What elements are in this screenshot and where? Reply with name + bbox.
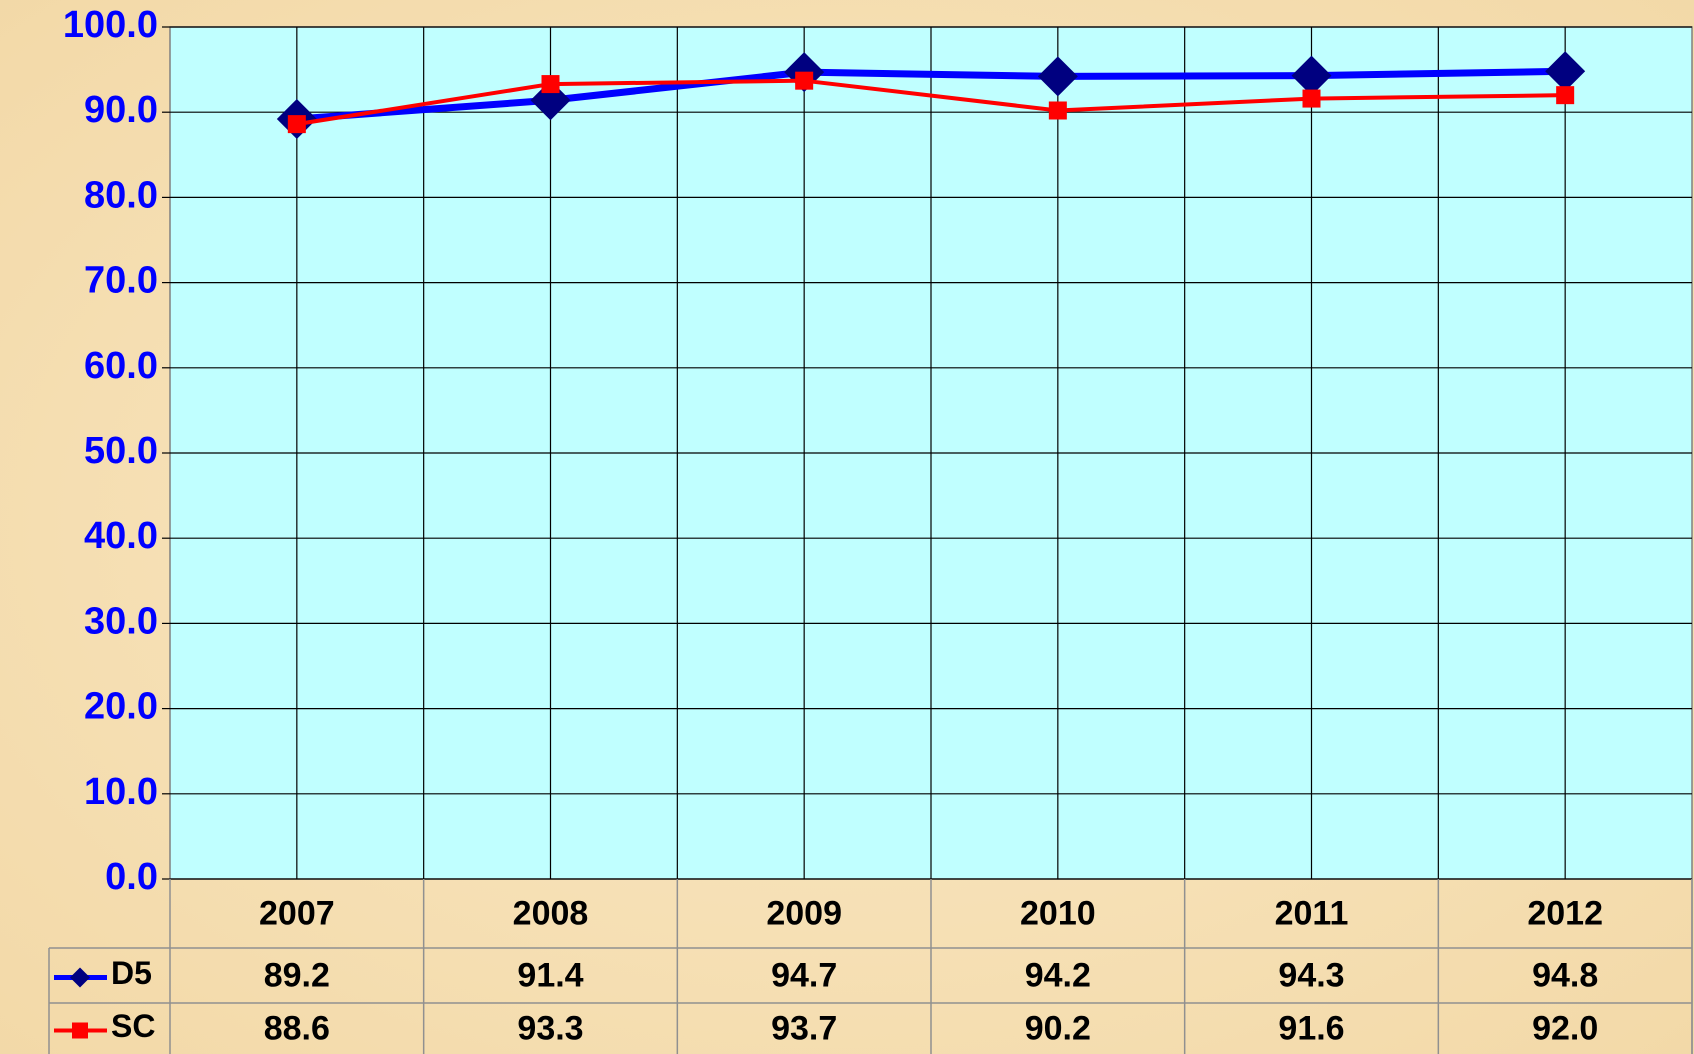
data-label: 94.7	[771, 956, 837, 994]
y-tick-label: 20.0	[84, 686, 158, 728]
data-label: 91.6	[1278, 1009, 1344, 1047]
y-tick-label: 80.0	[84, 174, 158, 216]
data-label: 89.2	[264, 956, 330, 994]
x-tick-label: 2010	[1020, 894, 1096, 932]
y-tick-label: 50.0	[84, 430, 158, 472]
marker	[530, 80, 571, 121]
marker	[795, 71, 814, 90]
y-tick-label: 40.0	[84, 515, 158, 557]
x-tick-label: 2012	[1527, 894, 1603, 932]
marker	[1545, 51, 1586, 92]
x-tick-label: 2009	[766, 894, 842, 932]
data-label: 90.2	[1025, 1009, 1091, 1047]
y-tick-label: 60.0	[84, 345, 158, 387]
x-tick-label: 2007	[259, 894, 335, 932]
y-tick-label: 70.0	[84, 260, 158, 302]
marker	[541, 75, 560, 94]
data-label: 94.2	[1025, 956, 1091, 994]
y-tick-label: 30.0	[84, 600, 158, 642]
marker	[1302, 89, 1321, 108]
marker	[1291, 55, 1332, 96]
x-tick-label: 2008	[513, 894, 589, 932]
series-line	[296, 67, 1566, 123]
legend-label: SC	[111, 1008, 155, 1044]
marker	[1048, 101, 1067, 120]
data-label: 91.4	[517, 956, 583, 994]
data-label: 92.0	[1532, 1009, 1598, 1047]
data-label: 94.3	[1278, 956, 1344, 994]
y-tick-label: 90.0	[84, 89, 158, 131]
y-tick-label: 0.0	[105, 856, 158, 898]
marker	[1037, 56, 1078, 97]
data-label: 88.6	[264, 1009, 330, 1047]
series-line	[296, 78, 1566, 127]
x-tick-label: 2011	[1275, 894, 1349, 932]
y-tick-label: 100.0	[63, 4, 158, 46]
legend-marker	[72, 1022, 88, 1039]
data-label: 93.3	[517, 1009, 583, 1047]
data-label: 94.8	[1532, 956, 1598, 994]
data-label: 93.7	[771, 1009, 837, 1047]
legend-label: D5	[111, 955, 152, 991]
y-tick-label: 10.0	[84, 771, 158, 813]
legend-marker	[70, 967, 90, 988]
marker	[1556, 86, 1575, 105]
marker	[287, 115, 306, 134]
